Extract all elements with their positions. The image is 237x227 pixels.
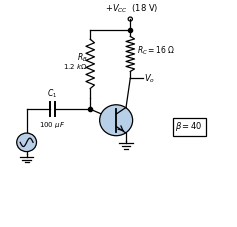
Circle shape: [100, 105, 133, 136]
Text: $R_C = 16\ \Omega$: $R_C = 16\ \Omega$: [137, 44, 175, 57]
Text: $R_B$: $R_B$: [77, 51, 87, 64]
Text: $\beta = 40$: $\beta = 40$: [175, 120, 203, 133]
Circle shape: [17, 133, 36, 152]
Text: $1.2\ k\Omega$: $1.2\ k\Omega$: [63, 62, 87, 71]
Text: $C_1$: $C_1$: [47, 87, 58, 100]
Text: $+V_{CC}$  (18 V): $+V_{CC}$ (18 V): [105, 3, 158, 15]
Text: $V_o$: $V_o$: [144, 72, 155, 84]
Text: $100\ \mu F$: $100\ \mu F$: [39, 120, 66, 130]
